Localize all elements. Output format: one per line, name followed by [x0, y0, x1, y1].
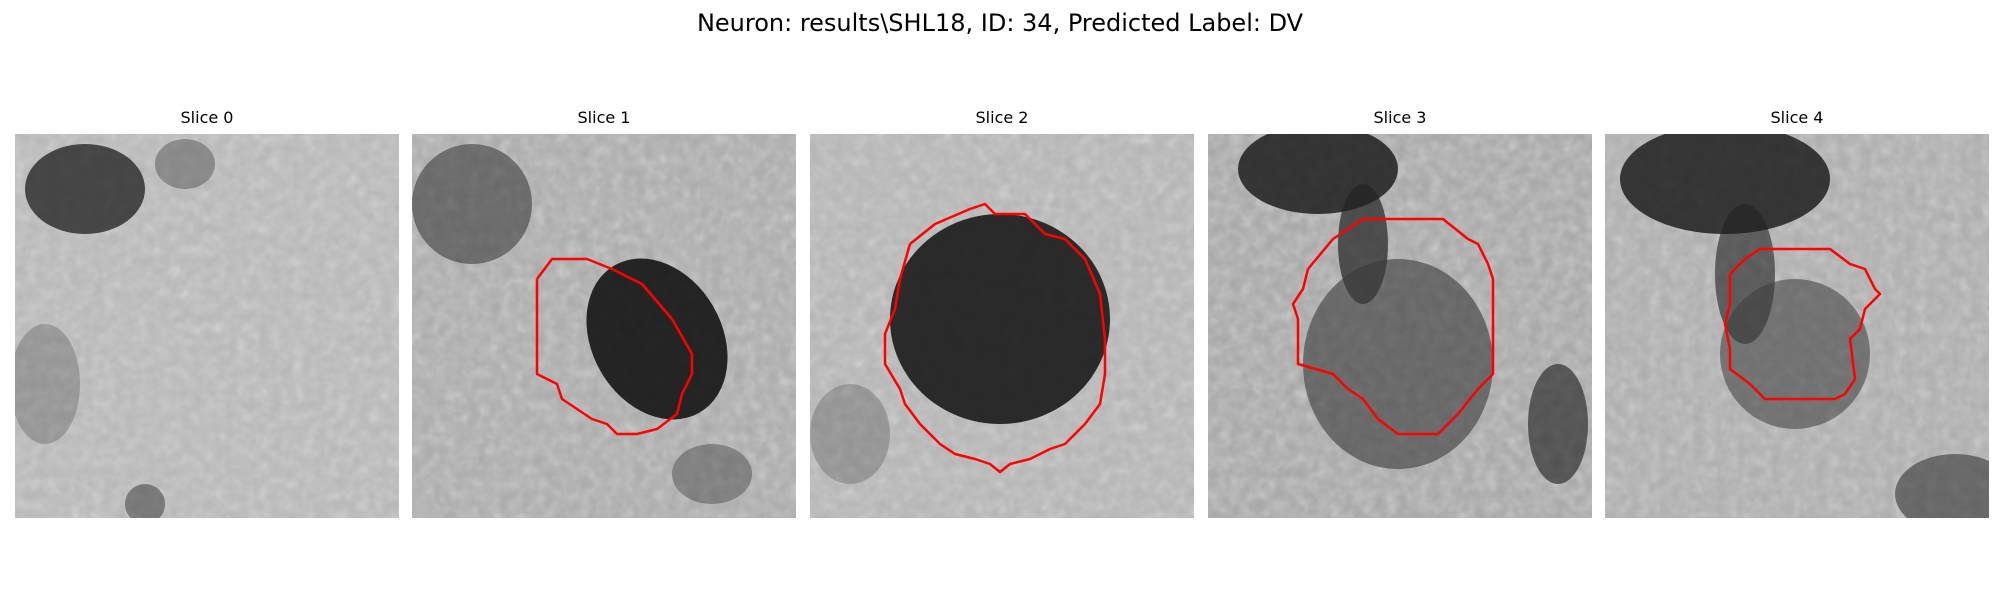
slice-image: [1208, 134, 1592, 518]
segmentation-contour: [1291, 217, 1495, 436]
slice-image: [412, 134, 796, 518]
segmentation-contour: [883, 202, 1107, 474]
slice-title: Slice 4: [1770, 108, 1824, 127]
slice-image: [1605, 134, 1989, 518]
slice-title: Slice 2: [975, 108, 1029, 127]
slice-panel-4: Slice 4: [1605, 108, 1989, 518]
slice-title: Slice 3: [1373, 108, 1427, 127]
slice-panel-3: Slice 3: [1208, 108, 1592, 518]
segmentation-contour: [1723, 247, 1882, 401]
segmentation-contour: [535, 257, 694, 436]
slice-panel-2: Slice 2: [810, 108, 1194, 518]
slice-title: Slice 0: [180, 108, 234, 127]
slice-image: [810, 134, 1194, 518]
slice-panel-0: Slice 0: [15, 108, 399, 518]
figure-title: Neuron: results\SHL18, ID: 34, Predicted…: [696, 9, 1304, 37]
slice-panel-1: Slice 1: [412, 108, 796, 518]
slice-title: Slice 1: [577, 108, 631, 127]
slice-image: [15, 134, 399, 518]
